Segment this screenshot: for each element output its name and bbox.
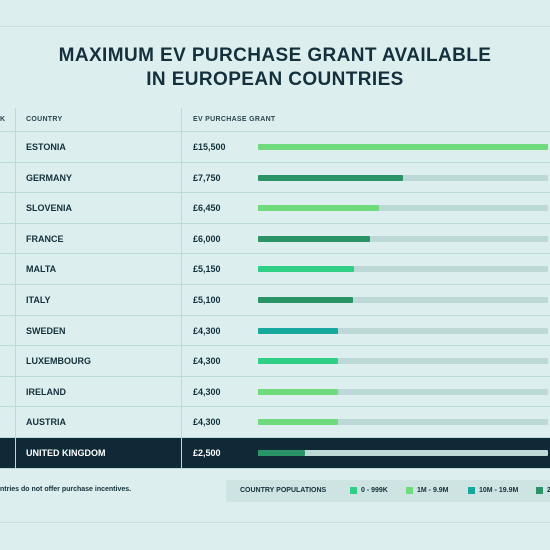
bar-track: [258, 388, 548, 395]
top-divider: [0, 26, 550, 27]
country-name: LUXEMBOURG: [26, 356, 91, 367]
row-divider: [0, 314, 550, 316]
bar-track: [258, 174, 548, 181]
grant-bar: [258, 450, 305, 456]
population-legend: COUNTRY POPULATIONS 0 - 999K 1M - 9.9M 10M…: [226, 480, 550, 502]
header-divider: [0, 131, 550, 132]
table-row: SWEDEN £4,300: [0, 316, 550, 346]
row-divider: [0, 192, 550, 194]
row-divider: [0, 222, 550, 224]
grant-value-label: £6,450: [193, 203, 221, 214]
row-divider: [0, 375, 550, 377]
grant-value-label: £4,300: [193, 325, 221, 336]
row-divider: [0, 161, 550, 163]
table-header: K COUNTRY EV PURCHASE GRANT: [0, 108, 550, 132]
grant-value-label: £4,300: [193, 386, 221, 397]
legend-text: 0 - 999K: [361, 487, 388, 494]
bar-track: [258, 235, 548, 242]
row-divider: [0, 345, 550, 347]
country-name: ITALY: [26, 295, 51, 305]
country-name: UNITED KINGDOM: [26, 448, 106, 458]
table-row: GERMANY £7,750: [0, 163, 550, 193]
legend-swatch: [350, 487, 357, 494]
table-row: ITALY £5,100: [0, 285, 550, 315]
table-row: AUSTRIA £4,300: [0, 407, 550, 437]
row-divider: [0, 437, 550, 438]
country-name: SLOVENIA: [26, 203, 73, 214]
grant-value-label: £2,500: [193, 448, 221, 458]
country-name: GERMANY: [26, 172, 73, 183]
country-name: MALTA: [26, 264, 57, 275]
grant-bar: [258, 358, 338, 365]
country-name: SWEDEN: [26, 325, 66, 336]
row-divider: [0, 406, 550, 408]
chart-title-line-1: MAXIMUM EV PURCHASE GRANT AVAILABLE: [58, 45, 492, 66]
table-row: LUXEMBOURG £4,300: [0, 346, 550, 376]
legend-swatch: [468, 487, 475, 494]
grant-bar: [258, 174, 403, 181]
grant-bar: [258, 297, 353, 303]
table-row: ESTONIA £15,500: [0, 132, 550, 162]
table-row: SLOVENIA £6,450: [0, 193, 550, 223]
bar-track: [258, 205, 548, 212]
grant-value-label: £5,150: [193, 264, 221, 275]
grant-value-label: £5,100: [193, 295, 221, 305]
bar-track: [258, 358, 548, 365]
bar-track: [258, 327, 548, 334]
chart-title: MAXIMUM EV PURCHASE GRANT AVAILABLE IN E…: [0, 44, 550, 92]
legend-label: COUNTRY POPULATIONS: [240, 487, 327, 494]
row-divider: [0, 467, 550, 469]
grant-bar: [258, 388, 338, 395]
grant-bar: [258, 419, 338, 426]
chart-title-line-2: IN EUROPEAN COUNTRIES: [146, 69, 404, 90]
grant-value-label: £6,000: [193, 233, 221, 244]
country-name: FRANCE: [26, 233, 64, 244]
footnote: ntries do not offer purchase incentives.: [0, 486, 132, 493]
bar-track: [258, 450, 548, 456]
grant-bar: [258, 266, 354, 273]
grant-bar: [258, 144, 548, 150]
legend-swatch: [406, 487, 413, 494]
rank-column-divider: [15, 108, 16, 469]
table-row: FRANCE £6,000: [0, 224, 550, 254]
grant-column-header: EV PURCHASE GRANT: [193, 116, 276, 123]
legend-text: 2: [547, 487, 550, 494]
table-row: UNITED KINGDOM £2,500: [0, 438, 550, 468]
country-column-header: COUNTRY: [26, 116, 63, 123]
country-name: AUSTRIA: [26, 417, 66, 428]
grant-bar: [258, 327, 338, 334]
country-name: ESTONIA: [26, 142, 66, 152]
row-divider: [0, 284, 550, 285]
legend-text: 1M - 9.9M: [417, 487, 449, 494]
row-divider: [0, 253, 550, 255]
table-row: IRELAND £4,300: [0, 377, 550, 407]
grant-bar: [258, 205, 379, 212]
bottom-divider: [0, 522, 550, 523]
grant-bar: [258, 235, 370, 242]
legend-swatch: [536, 487, 543, 494]
grant-value-label: £15,500: [193, 142, 226, 152]
country-name: IRELAND: [26, 386, 66, 397]
bar-track: [258, 297, 548, 303]
rank-column-header: K: [0, 116, 6, 123]
bar-track: [258, 419, 548, 426]
table-row: MALTA £5,150: [0, 254, 550, 284]
grant-value-label: £4,300: [193, 417, 221, 428]
legend-text: 10M - 19.9M: [479, 487, 519, 494]
bar-track: [258, 266, 548, 273]
grant-column-divider: [181, 108, 182, 469]
grant-value-label: £7,750: [193, 172, 221, 183]
grant-value-label: £4,300: [193, 356, 221, 367]
